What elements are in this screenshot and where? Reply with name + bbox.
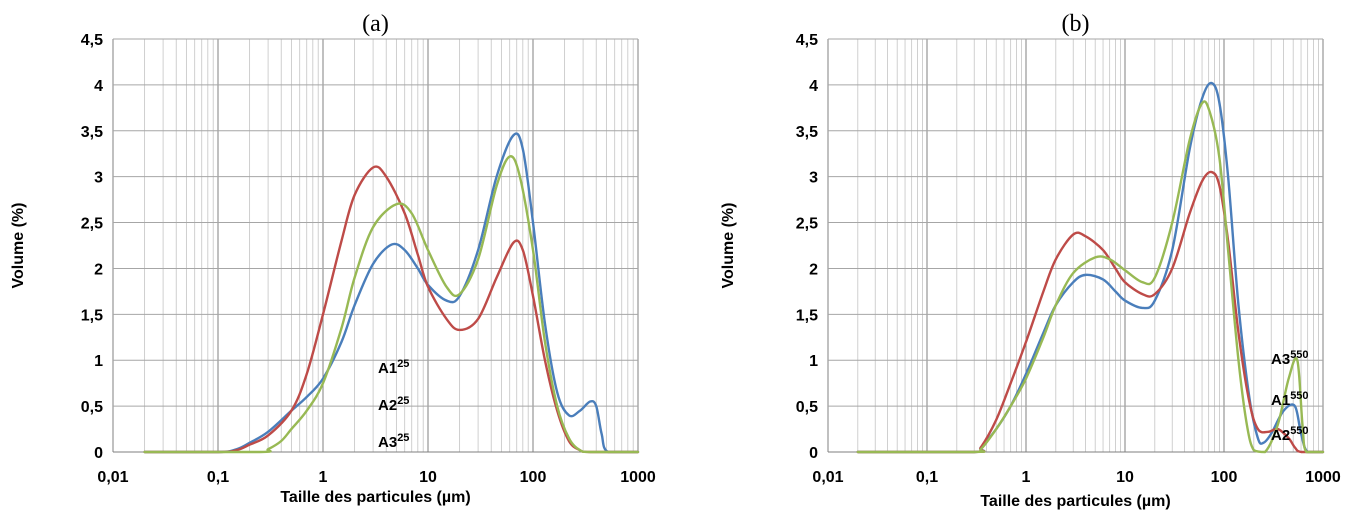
y-axis-title: Volume (%) [10,203,27,289]
y-tick-label: 3 [94,170,103,187]
y-tick-label: 4,5 [796,32,818,49]
x-tick-label: 1000 [620,469,656,486]
tick-labels: 0,01 0,1 1 10 100 1000 0 0,5 1 1,5 2 2,5 3 3,5 4 4,5 [796,32,1341,486]
grid [112,38,639,453]
series-line-a1 [856,81,1325,454]
y-tick-label: 0 [94,445,103,462]
grid [827,38,1324,453]
chart-panel-a: (a) 0,01 0,1 1 10 100 1000 0 0,5 1 1,5 2 2,5 3 3,5 4 4,… [10,11,656,506]
y-tick-label: 0,5 [81,399,103,416]
tick-labels: 0,01 0,1 1 10 100 1000 0 0,5 1 1,5 2 2,5 3 3,5 4 4,5 [81,32,656,486]
y-tick-label: 3,5 [796,124,818,141]
y-tick-label: 1 [809,353,818,370]
series-label-a3: A3550 [1271,349,1309,368]
x-tick-label: 1 [319,469,328,486]
series-lines [143,132,640,454]
series-lines [856,81,1325,454]
y-tick-label: 1,5 [796,307,818,324]
x-axis-title: Taille des particules (µm) [980,493,1170,510]
x-tick-label: 0,01 [97,469,128,486]
x-tick-label: 100 [1211,469,1238,486]
y-tick-label: 3 [809,170,818,187]
y-tick-label: 1,5 [81,307,103,324]
x-tick-label: 1000 [1305,469,1341,486]
series-line-a2 [143,165,640,454]
series-line-a3 [143,155,640,454]
y-tick-label: 0 [809,445,818,462]
y-axis-title: Volume (%) [720,203,737,289]
series-line-a2 [856,170,1325,454]
x-tick-label: 10 [1116,469,1134,486]
y-tick-label: 2,5 [81,216,103,233]
x-axis-title: Taille des particules (µm) [280,489,470,506]
x-tick-label: 1 [1022,469,1031,486]
panel-label: (b) [1062,11,1090,37]
y-tick-label: 4 [809,78,818,95]
y-tick-label: 4 [94,78,103,95]
x-tick-label: 0,01 [812,469,843,486]
y-tick-label: 2 [94,261,103,278]
y-tick-label: 3,5 [81,124,103,141]
x-tick-label: 0,1 [207,469,229,486]
y-tick-label: 4,5 [81,32,103,49]
y-tick-label: 2,5 [796,216,818,233]
series-line-a3 [856,100,1325,454]
chart-panel-b: (b) 0,01 0,1 1 10 100 1000 0 0,5 1 1,5 2 2,5 3 3,5 4 4,… [720,11,1341,510]
x-tick-label: 0,1 [916,469,938,486]
panel-label: (a) [362,11,389,37]
x-tick-label: 10 [419,469,437,486]
y-tick-label: 1 [94,353,103,370]
x-tick-label: 100 [520,469,547,486]
y-tick-label: 0,5 [796,399,818,416]
y-tick-label: 2 [809,261,818,278]
